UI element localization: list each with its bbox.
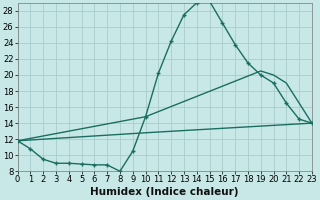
X-axis label: Humidex (Indice chaleur): Humidex (Indice chaleur) [91,187,239,197]
